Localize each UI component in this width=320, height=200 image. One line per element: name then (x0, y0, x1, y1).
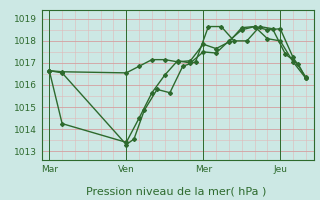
Text: Pression niveau de la mer( hPa ): Pression niveau de la mer( hPa ) (86, 186, 266, 196)
